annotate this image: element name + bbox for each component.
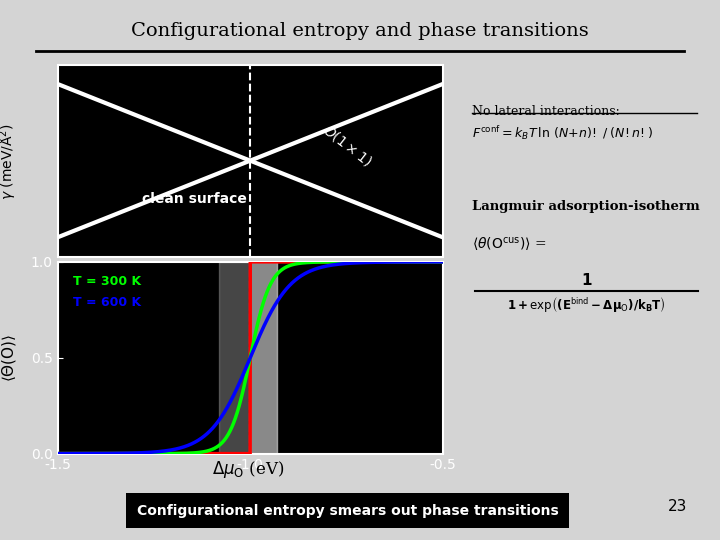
Text: $\mathbf{1}$: $\mathbf{1}$ — [581, 272, 593, 288]
Bar — [220, 262, 251, 454]
Text: 23: 23 — [668, 499, 688, 514]
Text: Configurational entropy smears out phase transitions: Configurational entropy smears out phase… — [137, 504, 558, 517]
Text: clean surface: clean surface — [143, 192, 247, 206]
Text: $O(1\times1)$: $O(1\times1)$ — [320, 122, 374, 169]
Text: Langmuir adsorption-isotherm: Langmuir adsorption-isotherm — [472, 200, 699, 213]
Text: $\langle\theta({\rm O}^{\rm cus})\rangle$ =: $\langle\theta({\rm O}^{\rm cus})\rangle… — [472, 235, 546, 253]
Bar — [251, 262, 277, 454]
Text: No lateral interactions:: No lateral interactions: — [472, 105, 619, 118]
Text: T = 300 K: T = 300 K — [73, 275, 141, 288]
Text: $\langle\Theta({\rm O})\rangle$: $\langle\Theta({\rm O})\rangle$ — [0, 333, 17, 382]
Text: $\mathbf{1 + \exp\!\left((E^{\rm bind} - \Delta\mu_{\rm O})/k_BT\right)}$: $\mathbf{1 + \exp\!\left((E^{\rm bind} -… — [508, 295, 666, 314]
Text: $\gamma$ (meV/Å$^2$): $\gamma$ (meV/Å$^2$) — [0, 124, 19, 200]
Text: $F^{\rm conf} = k_BT\,\ln\,(N\!+\!n)!\;/\;(N!n!)$: $F^{\rm conf} = k_BT\,\ln\,(N\!+\!n)!\;/… — [472, 124, 652, 142]
Text: Configurational entropy and phase transitions: Configurational entropy and phase transi… — [131, 22, 589, 39]
Text: T = 600 K: T = 600 K — [73, 296, 141, 309]
Text: $\Delta\mu_{\rm O}$ (eV): $\Delta\mu_{\rm O}$ (eV) — [212, 458, 284, 480]
